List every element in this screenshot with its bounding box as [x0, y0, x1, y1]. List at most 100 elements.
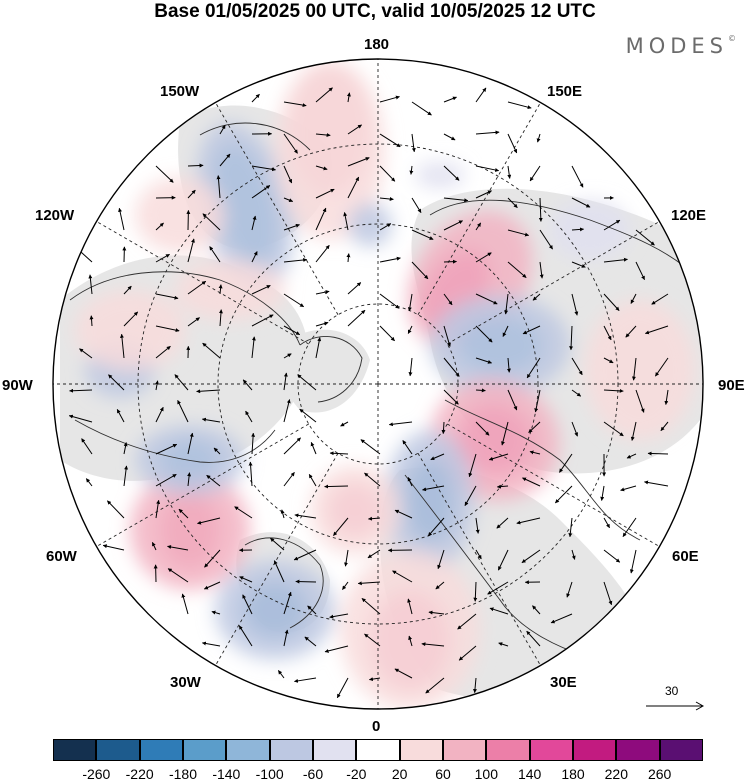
anomaly-region: [135, 425, 245, 495]
coastline: [69, 271, 301, 346]
wind-vector: [81, 438, 93, 455]
wind-vector: [443, 133, 456, 141]
wind-vector: [187, 280, 207, 295]
colorbar-swatch: [486, 739, 530, 761]
colorbar-swatch: [659, 739, 703, 761]
wind-vector: [283, 372, 288, 391]
wind-vector: [507, 389, 518, 411]
wind-vector: [251, 251, 258, 263]
coastline: [244, 537, 324, 629]
wind-vector: [155, 345, 171, 359]
wind-vector: [394, 668, 413, 679]
wind-vector: [178, 508, 189, 519]
coastline: [404, 474, 601, 661]
wind-vector: [123, 465, 129, 487]
wind-vector: [251, 93, 260, 103]
wind-vector: [218, 309, 223, 327]
wind-vector: [626, 453, 637, 459]
wind-vector: [645, 325, 669, 335]
meridian-line: [447, 221, 660, 345]
wind-vector: [239, 576, 253, 583]
wind-vector: [388, 421, 413, 427]
wind-vector: [407, 477, 413, 487]
wind-vector: [248, 461, 253, 487]
colorbar-swatch: [96, 739, 140, 761]
wind-vector: [507, 133, 518, 154]
wind-vector: [283, 223, 300, 231]
wind-vector: [294, 677, 317, 683]
colorbar-swatch: [616, 739, 660, 761]
wind-vector: [566, 581, 573, 598]
wind-vector: [315, 244, 330, 263]
wind-vector: [571, 357, 583, 376]
wind-vector: [118, 207, 125, 231]
wind-vector: [600, 485, 605, 501]
meridian-line: [447, 423, 660, 547]
wind-vector: [251, 165, 276, 172]
wind-vector: [297, 374, 317, 391]
wind-vector: [529, 165, 541, 182]
wind-vector: [428, 610, 445, 615]
wind-vector: [501, 421, 509, 446]
wind-vector: [475, 293, 498, 305]
wind-vector: [304, 636, 317, 647]
wind-vector: [571, 227, 585, 232]
wind-vector: [571, 389, 582, 397]
wind-vector: [196, 389, 221, 394]
wind-vector: [407, 293, 413, 312]
wind-vector: [283, 399, 291, 423]
wind-vector: [187, 432, 194, 455]
wind-vector: [522, 477, 541, 487]
anomaly-region: [135, 177, 225, 253]
wind-vector: [475, 87, 487, 103]
wind-vector: [488, 453, 509, 461]
anomaly-region: [310, 465, 400, 555]
wind-vector: [68, 414, 93, 423]
colorbar-tick-label: 140: [517, 766, 542, 782]
wind-vector: [411, 133, 416, 153]
lon-label-120e: 120E: [671, 207, 707, 224]
wind-vector: [102, 544, 125, 551]
wind-vector: [79, 348, 93, 359]
wind-vector: [347, 157, 370, 167]
wind-vector: [475, 325, 493, 343]
wind-vector: [283, 133, 298, 154]
anomaly-region: [585, 300, 695, 440]
wind-vector: [644, 480, 669, 487]
wind-vector: [464, 485, 477, 506]
wind-vector: [315, 133, 331, 138]
anomaly-region: [215, 560, 335, 660]
wind-vector: [283, 629, 289, 647]
wind-vector: [234, 506, 253, 519]
anomaly-region: [385, 430, 475, 570]
wind-vector: [307, 605, 317, 615]
wind-vector: [475, 357, 492, 364]
wind-vector: [251, 215, 257, 231]
colorbar-tick-label: 180: [561, 766, 585, 782]
colorbar-tick-label: -20: [346, 766, 367, 782]
wind-vector: [270, 537, 285, 551]
wind-vector: [536, 133, 541, 143]
wind-vector: [89, 315, 94, 327]
wind-vector: [571, 421, 579, 437]
wind-vector: [88, 274, 93, 295]
wind-vector: [216, 175, 221, 199]
wind-vector: [315, 207, 327, 231]
wind-vector: [283, 197, 294, 203]
anomaly-region: [340, 550, 480, 709]
wind-vector: [622, 517, 637, 537]
anomaly-region: [415, 161, 465, 189]
wind-vector: [443, 220, 463, 231]
wind-vector: [251, 314, 274, 327]
wind-vector: [497, 549, 509, 571]
wind-vector: [155, 406, 164, 423]
wind-vector: [603, 357, 614, 364]
wind-vector: [336, 677, 349, 699]
wind-vector: [151, 542, 157, 551]
wind-vector: [283, 437, 301, 455]
wind-vector: [443, 293, 453, 306]
wind-vector: [475, 421, 490, 436]
wind-vector: [437, 549, 445, 570]
wind-vector: [155, 325, 180, 333]
colorbar-swatch: [356, 739, 400, 761]
